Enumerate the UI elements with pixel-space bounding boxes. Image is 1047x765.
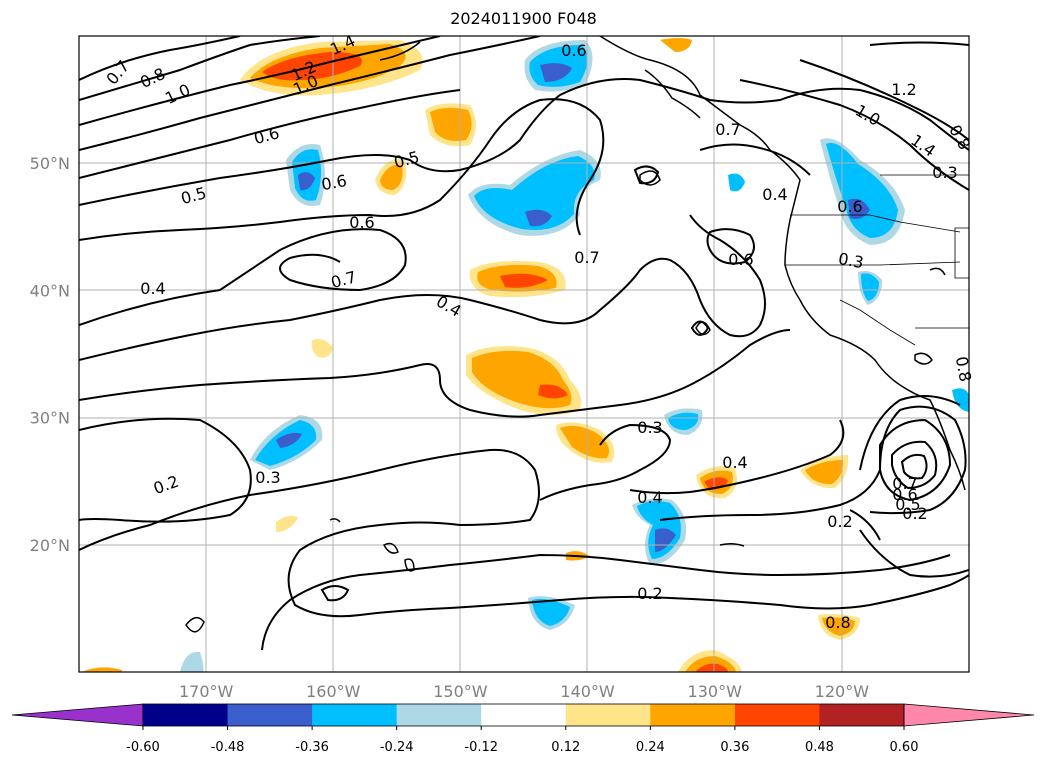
contour-label: 0.7 bbox=[715, 120, 740, 139]
positive-anomaly-shading bbox=[82, 38, 860, 672]
latitude-label: 20°N bbox=[30, 536, 70, 555]
colorbar-swatch bbox=[734, 704, 820, 726]
longitude-label: 170°W bbox=[179, 682, 234, 701]
colorbar-tick-label: 0.60 bbox=[890, 740, 919, 755]
colorbar-swatch bbox=[227, 704, 313, 726]
contour-label: 0.2 bbox=[637, 584, 662, 603]
colorbar-swatch bbox=[819, 704, 905, 726]
colorbar-swatch bbox=[650, 704, 736, 726]
longitude-label: 160°W bbox=[306, 682, 361, 701]
contour-label: 0.3 bbox=[837, 249, 865, 272]
colorbar-tick-label: -0.48 bbox=[211, 740, 245, 755]
contour-label: 0.6 bbox=[561, 41, 586, 60]
political-borders bbox=[785, 174, 969, 346]
contour-label: 0.2 bbox=[827, 512, 852, 531]
longitude-label: 120°W bbox=[815, 682, 870, 701]
contour-lines bbox=[79, 36, 969, 651]
colorbar: -0.60 -0.48 -0.36 -0.24 -0.12 0.12 0.24 0.36 0.4… bbox=[11, 703, 1035, 755]
map-title: 2024011900 F048 bbox=[450, 9, 597, 28]
colorbar-swatch bbox=[143, 704, 229, 726]
contour-label: 0.2 bbox=[902, 504, 927, 523]
latitude-labels: 50°N 40°N 30°N 20°N bbox=[30, 154, 70, 555]
longitude-label: 150°W bbox=[433, 682, 488, 701]
longitude-label: 130°W bbox=[688, 682, 743, 701]
colorbar-min-extension bbox=[11, 703, 144, 727]
colorbar-max-extension bbox=[903, 703, 1035, 727]
colorbar-swatch bbox=[312, 704, 398, 726]
contour-label: 0.6 bbox=[349, 213, 374, 232]
latitude-label: 40°N bbox=[30, 281, 70, 300]
colorbar-swatch bbox=[565, 704, 651, 726]
longitude-label: 140°W bbox=[560, 682, 615, 701]
map-frame bbox=[78, 35, 970, 673]
colorbar-swatch bbox=[396, 704, 482, 726]
contour-label: 0.8 bbox=[952, 355, 975, 383]
colorbar-swatch bbox=[481, 704, 567, 726]
contour-label: 0.4 bbox=[637, 488, 662, 507]
contour-label: 0.4 bbox=[722, 453, 747, 472]
longitude-labels: 170°W 160°W 150°W 140°W 130°W 120°W bbox=[179, 682, 869, 701]
contour-label: 0.7 bbox=[892, 474, 917, 493]
contour-label: 1.2 bbox=[891, 80, 916, 99]
latitude-label: 50°N bbox=[30, 154, 70, 173]
contour-label: 0.3 bbox=[637, 418, 662, 437]
contour-label: 0.8 bbox=[825, 613, 850, 632]
colorbar-tick-label: -0.24 bbox=[380, 740, 414, 755]
contour-label: 0.3 bbox=[255, 468, 280, 487]
contour-label: 0.7 bbox=[574, 248, 599, 267]
contour-label: 0.6 bbox=[320, 171, 348, 194]
contour-label: 0.6 bbox=[728, 250, 753, 269]
colorbar-tick-label: -0.60 bbox=[126, 740, 160, 755]
colorbar-tick-label: 0.12 bbox=[551, 740, 580, 755]
colorbar-tick-label: 0.36 bbox=[720, 740, 749, 755]
contour-label: 0.5 bbox=[895, 495, 920, 514]
colorbar-tick-label: 0.24 bbox=[636, 740, 665, 755]
latitude-label: 30°N bbox=[30, 409, 70, 428]
colorbar-tick-label: -0.12 bbox=[464, 740, 498, 755]
colorbar-tick-label: -0.36 bbox=[295, 740, 329, 755]
contour-label: 0.6 bbox=[837, 197, 862, 216]
colorbar-tick-label: 0.48 bbox=[805, 740, 834, 755]
contour-labels: 0.7 0.81.01.21.41.00.60.60.50.50.60.60.70… bbox=[102, 31, 975, 632]
colorbar-frame bbox=[142, 703, 905, 727]
gridlines bbox=[79, 36, 969, 672]
contour-label: 0.6 bbox=[892, 485, 917, 504]
contour-label: 0.4 bbox=[140, 279, 165, 298]
contour-label: 0.3 bbox=[932, 163, 957, 182]
contour-label: 0.4 bbox=[762, 185, 787, 204]
